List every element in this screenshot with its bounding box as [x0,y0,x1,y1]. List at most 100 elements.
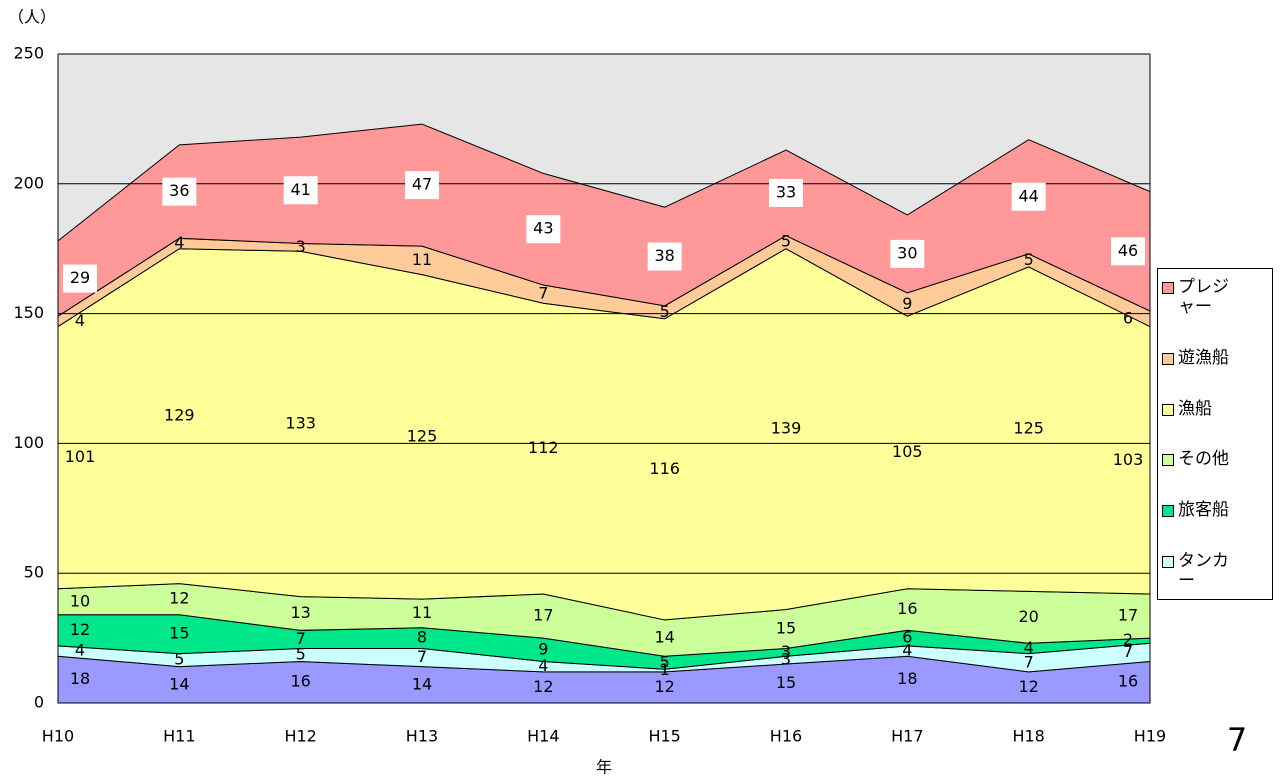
data-label: 11 [412,603,432,622]
legend-label: プレジャー [1178,277,1229,317]
data-label: 7 [417,647,427,666]
data-label: 5 [1024,250,1034,269]
data-label: 6 [902,628,912,647]
x-tick-label: H10 [42,727,74,746]
data-label: 14 [654,628,674,647]
data-label: 11 [412,250,432,269]
label-box [1111,237,1145,266]
data-label: 9 [902,294,912,313]
legend-item: その他 [1162,449,1250,469]
label-box [890,239,925,268]
x-tick-label: H11 [163,727,195,746]
data-label: 33 [776,182,796,201]
data-label: 7 [1024,652,1034,671]
legend-item: 遊漁船 [1162,348,1250,368]
data-label: 38 [654,246,674,265]
legend-label: 遊漁船 [1178,347,1229,368]
data-label: 4 [902,641,912,660]
data-label: 2 [1123,630,1133,649]
data-label: 3 [296,237,306,256]
data-label: 43 [533,219,553,238]
x-tick-label: H16 [770,727,802,746]
legend-label: タンカー [1178,550,1229,591]
data-label: 12 [70,620,90,639]
data-label: 133 [285,413,316,432]
x-tick-label: H12 [284,727,316,746]
data-label: 129 [164,406,195,425]
data-label: 125 [407,426,438,445]
label-box [1011,182,1046,211]
data-label: 5 [660,302,670,321]
data-label: 9 [538,639,548,658]
data-label: 3 [781,650,791,669]
data-label: 6 [1123,308,1133,327]
data-label: 14 [412,674,432,693]
x-tick-label: H19 [1134,727,1166,746]
grid [58,53,1150,574]
x-tick-label: H14 [527,727,559,746]
y-tick-label: 250 [13,44,44,63]
legend-item: タンカー [1162,551,1250,591]
data-label: 12 [1018,677,1038,696]
legend-swatch [1162,403,1174,416]
legend-item: 旅客船 [1162,500,1250,520]
label-box [405,171,439,200]
legend-swatch [1162,555,1174,568]
x-tick-label: H15 [648,727,680,746]
data-label: 8 [417,628,427,647]
legend-label: 旅客船 [1178,500,1229,521]
legend: プレジャー遊漁船漁船その他旅客船タンカー [1157,268,1273,600]
label-box [283,176,318,205]
y-tick-label: 150 [13,303,44,322]
data-label: 16 [1118,672,1138,691]
x-tick-label: H17 [891,727,923,746]
data-label: 17 [1118,606,1138,625]
data-label: 16 [290,672,310,691]
data-label: 5 [660,652,670,671]
legend-swatch [1162,352,1174,365]
data-label: 105 [892,442,923,461]
data-label: 18 [70,669,90,688]
data-label: 44 [1018,186,1038,205]
data-label: 3 [781,642,791,661]
data-label: 16 [897,599,917,618]
data-label: 112 [528,438,559,457]
data-label: 30 [897,243,917,262]
y-tick-label: 50 [24,563,44,582]
data-label: 103 [1113,450,1144,469]
data-label: 15 [169,624,189,643]
data-label: 125 [1013,419,1044,438]
data-label: 15 [776,673,796,692]
legend-swatch [1162,505,1174,518]
data-label: 101 [65,447,96,466]
legend-swatch [1162,282,1174,294]
data-label: 15 [776,619,796,638]
data-label: 29 [70,268,90,287]
legend-swatch [1162,454,1174,467]
data-label: 4 [538,656,548,675]
x-axis-label: 年 [596,758,612,777]
data-label: 116 [649,459,680,478]
legend-label: 漁船 [1178,398,1212,419]
data-label: 4 [1024,638,1034,657]
y-tick-label: 200 [13,173,44,192]
data-label: 4 [75,641,85,660]
data-label: 5 [174,650,184,669]
data-label: 17 [533,606,553,625]
legend-item: プレジャー [1162,277,1250,317]
label-box [647,242,682,271]
legend-label: その他 [1178,449,1229,470]
data-label: 10 [70,591,90,610]
legend-item: 漁船 [1162,399,1250,419]
data-label: 47 [412,175,432,194]
y-tick-label: 100 [13,433,44,452]
data-label: 18 [897,669,917,688]
data-label: 7 [1123,642,1133,661]
data-label: 5 [781,232,791,251]
x-tick-label: H13 [406,727,438,746]
data-label: 4 [174,233,184,252]
data-label: 12 [533,677,553,696]
label-box [63,264,97,293]
x-tick-label: H18 [1012,727,1044,746]
